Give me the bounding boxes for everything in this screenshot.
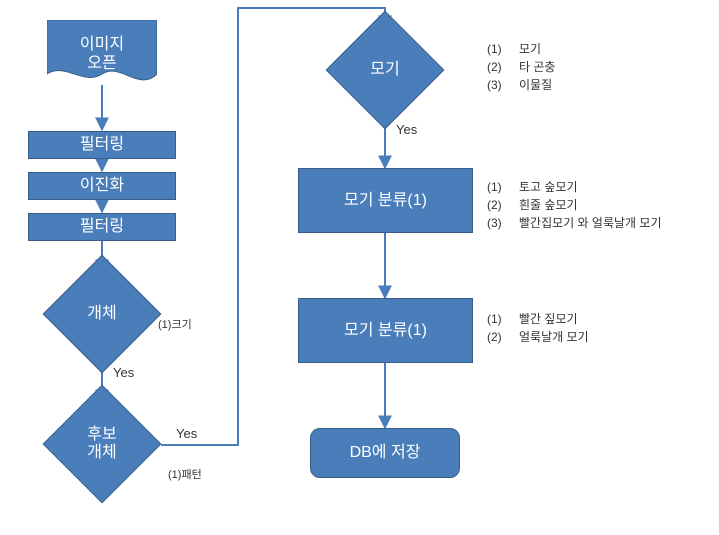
list-class2: (1)빨간 짚모기 (2)얼룩날개 모기	[487, 310, 589, 346]
node-class2-label: 모기 분류(1)	[344, 321, 427, 340]
node-class1-label: 모기 분류(1)	[344, 191, 427, 210]
edge-object-yes: Yes	[113, 365, 134, 380]
node-binarize: 이진화	[28, 172, 176, 200]
edge-mogi-yes: Yes	[396, 122, 417, 137]
node-object: 개체	[60, 272, 144, 356]
node-class1: 모기 분류(1)	[298, 168, 473, 233]
node-filter2-label: 필터링	[80, 217, 124, 236]
node-candidate: 후보개체	[60, 402, 144, 486]
node-filter1-label: 필터링	[80, 135, 124, 154]
edge-candidate-yes: Yes	[176, 426, 197, 441]
node-object-label: 개체	[60, 272, 144, 356]
node-save: DB에 저장	[310, 428, 460, 478]
node-object-side: (1)크기	[158, 318, 192, 333]
node-mogi-label: 모기	[343, 28, 427, 112]
list-mogi: (1)모기 (2)타 곤충 (3)이물질	[487, 40, 555, 94]
node-open-label: 이미지오픈	[47, 20, 157, 88]
node-candidate-label: 후보개체	[60, 402, 144, 486]
node-mogi: 모기	[343, 28, 427, 112]
node-class2: 모기 분류(1)	[298, 298, 473, 363]
list-class1: (1)토고 숲모기 (2)흰줄 숲모기 (3)빨간집모기 와 얼룩날개 모기	[487, 178, 661, 232]
node-save-label: DB에 저장	[350, 443, 421, 462]
node-candidate-side: (1)패턴	[168, 468, 202, 483]
node-filter1: 필터링	[28, 131, 176, 159]
node-open: 이미지오픈	[47, 20, 157, 88]
node-filter2: 필터링	[28, 213, 176, 241]
node-binarize-label: 이진화	[80, 176, 124, 195]
